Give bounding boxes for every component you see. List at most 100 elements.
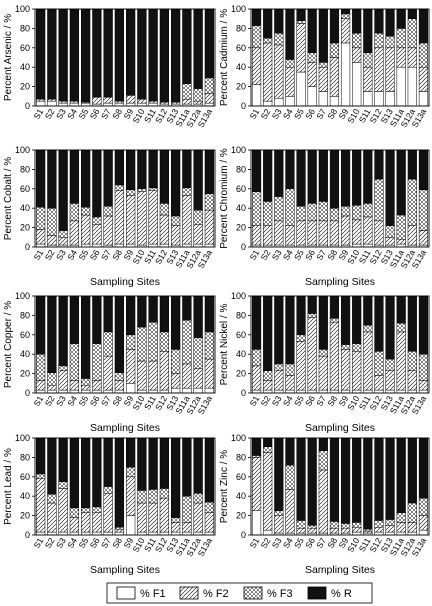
bar-s9-f1	[125, 383, 136, 394]
bar-s10-f3	[137, 188, 147, 192]
bar-s5-f2	[296, 341, 306, 391]
bar-s10-f3	[352, 522, 362, 528]
y-tick-label: 80	[236, 310, 246, 320]
bar-s10-f3	[352, 343, 362, 352]
bar-s11a-f2	[182, 195, 192, 245]
bar-s4-r	[285, 295, 295, 365]
bar-s12-r	[374, 437, 384, 521]
bar-s6-f3	[307, 52, 317, 63]
bar-s5-f2	[80, 214, 91, 245]
bar-s8-f3	[114, 526, 125, 530]
x-tick-label: S2	[259, 107, 273, 121]
bar-s8-f3	[329, 318, 340, 323]
bar-s9-f1	[125, 515, 136, 536]
bar-s11a-f3	[396, 28, 406, 49]
bar-s3-r	[58, 437, 68, 482]
y-tick-label: 40	[236, 62, 246, 72]
y-tick-label: 60	[20, 184, 30, 194]
bar-s13a-r	[418, 295, 429, 355]
bar-s12-f3	[374, 178, 384, 222]
bar-s10-r	[137, 149, 147, 190]
x-tick-label: S3	[54, 394, 68, 408]
y-tick-label: 20	[20, 511, 30, 521]
bar-s11a-f3	[182, 320, 192, 365]
bar-s12a-r	[193, 295, 203, 338]
y-tick-label: 20	[236, 511, 246, 521]
bar-s5-f3	[296, 520, 306, 529]
x-tick-label: S6	[303, 394, 317, 408]
plot-frame	[250, 437, 430, 536]
bar-s12a-f2	[407, 522, 417, 533]
bar-s7-r	[318, 149, 328, 202]
bar-s12a-f3	[407, 502, 417, 523]
bar-s4-r	[69, 149, 80, 204]
bar-s5-r	[80, 8, 91, 103]
bar-s8-f2	[329, 220, 340, 246]
bar-s13a-f2	[204, 93, 215, 104]
x-tick-label: S2	[43, 394, 57, 408]
y-tick-label: 40	[236, 349, 246, 359]
bar-s1-f3	[251, 455, 262, 458]
x-tick-label: S1	[247, 536, 261, 550]
plot-frame	[250, 149, 430, 248]
bar-s13a-f3	[204, 501, 215, 513]
bar-s6-r	[307, 437, 317, 526]
bar-s13-r	[385, 149, 395, 226]
panel-zinc: 020406080100S1S2S3S4S5S6S7S8S9S10S11S12S…	[219, 433, 430, 576]
bar-s4-f3	[285, 59, 295, 68]
bar-s2-f3	[47, 494, 57, 504]
x-tick-label: S6	[303, 107, 317, 121]
bar-s5-f3	[80, 507, 91, 513]
bar-s12a-f2	[407, 47, 417, 68]
bar-s9-f2	[125, 349, 136, 384]
bar-s11-f2	[148, 360, 158, 391]
bar-s1-r	[251, 149, 262, 192]
bar-s3-r	[274, 149, 284, 197]
bar-s2-f3	[263, 370, 273, 381]
bar-s2-r	[47, 437, 57, 495]
bar-s12a-f3	[407, 18, 417, 49]
y-axis-label: Percent Nickel / %	[219, 304, 230, 386]
bar-s11-f2	[363, 216, 373, 245]
bar-s2-r	[47, 8, 57, 100]
x-tick-label: S5	[292, 394, 306, 408]
y-tick-label: 20	[20, 82, 30, 92]
bar-s12-f2	[374, 220, 384, 246]
bar-s3-f2	[58, 237, 68, 246]
bar-s13-f2	[170, 522, 181, 533]
x-tick-label: S3	[54, 536, 68, 550]
y-tick-label: 100	[15, 291, 30, 301]
bar-s12a-f2	[193, 502, 203, 533]
bar-s13-f2	[170, 373, 181, 389]
bar-s8-f2	[114, 190, 125, 245]
x-tick-label: S9	[121, 394, 135, 408]
bar-s2-f2	[47, 98, 57, 102]
bar-s5-r	[296, 8, 306, 21]
bar-s13-f2	[170, 225, 181, 246]
legend-swatch-f1	[116, 586, 136, 600]
x-tick-label: S1	[247, 107, 261, 121]
x-tick-label: S4	[65, 394, 79, 408]
bar-s12a-r	[407, 149, 417, 180]
bar-s3-f2	[274, 370, 284, 391]
bar-s1-f2	[35, 478, 46, 533]
plot-frame	[34, 149, 216, 248]
bar-s1-f3	[251, 349, 262, 367]
bar-s12a-r	[193, 149, 203, 211]
bar-s11-r	[148, 149, 158, 189]
bar-s12a-f2	[193, 368, 203, 389]
bar-s11-r	[363, 295, 373, 326]
bar-s2-f2	[263, 380, 273, 391]
bar-s13-r	[170, 295, 181, 350]
y-tick-label: 60	[236, 184, 246, 194]
bar-s2-f2	[47, 384, 57, 391]
bar-s2-f1	[263, 529, 273, 536]
x-tick-label: S5	[292, 536, 306, 550]
x-tick-label: S5	[76, 536, 90, 550]
bar-s9-f3	[125, 466, 136, 478]
bar-s8-f2	[114, 100, 125, 104]
y-tick-label: 0	[241, 388, 246, 398]
x-tick-label: S8	[110, 107, 124, 121]
bar-s2-f3	[263, 446, 273, 453]
